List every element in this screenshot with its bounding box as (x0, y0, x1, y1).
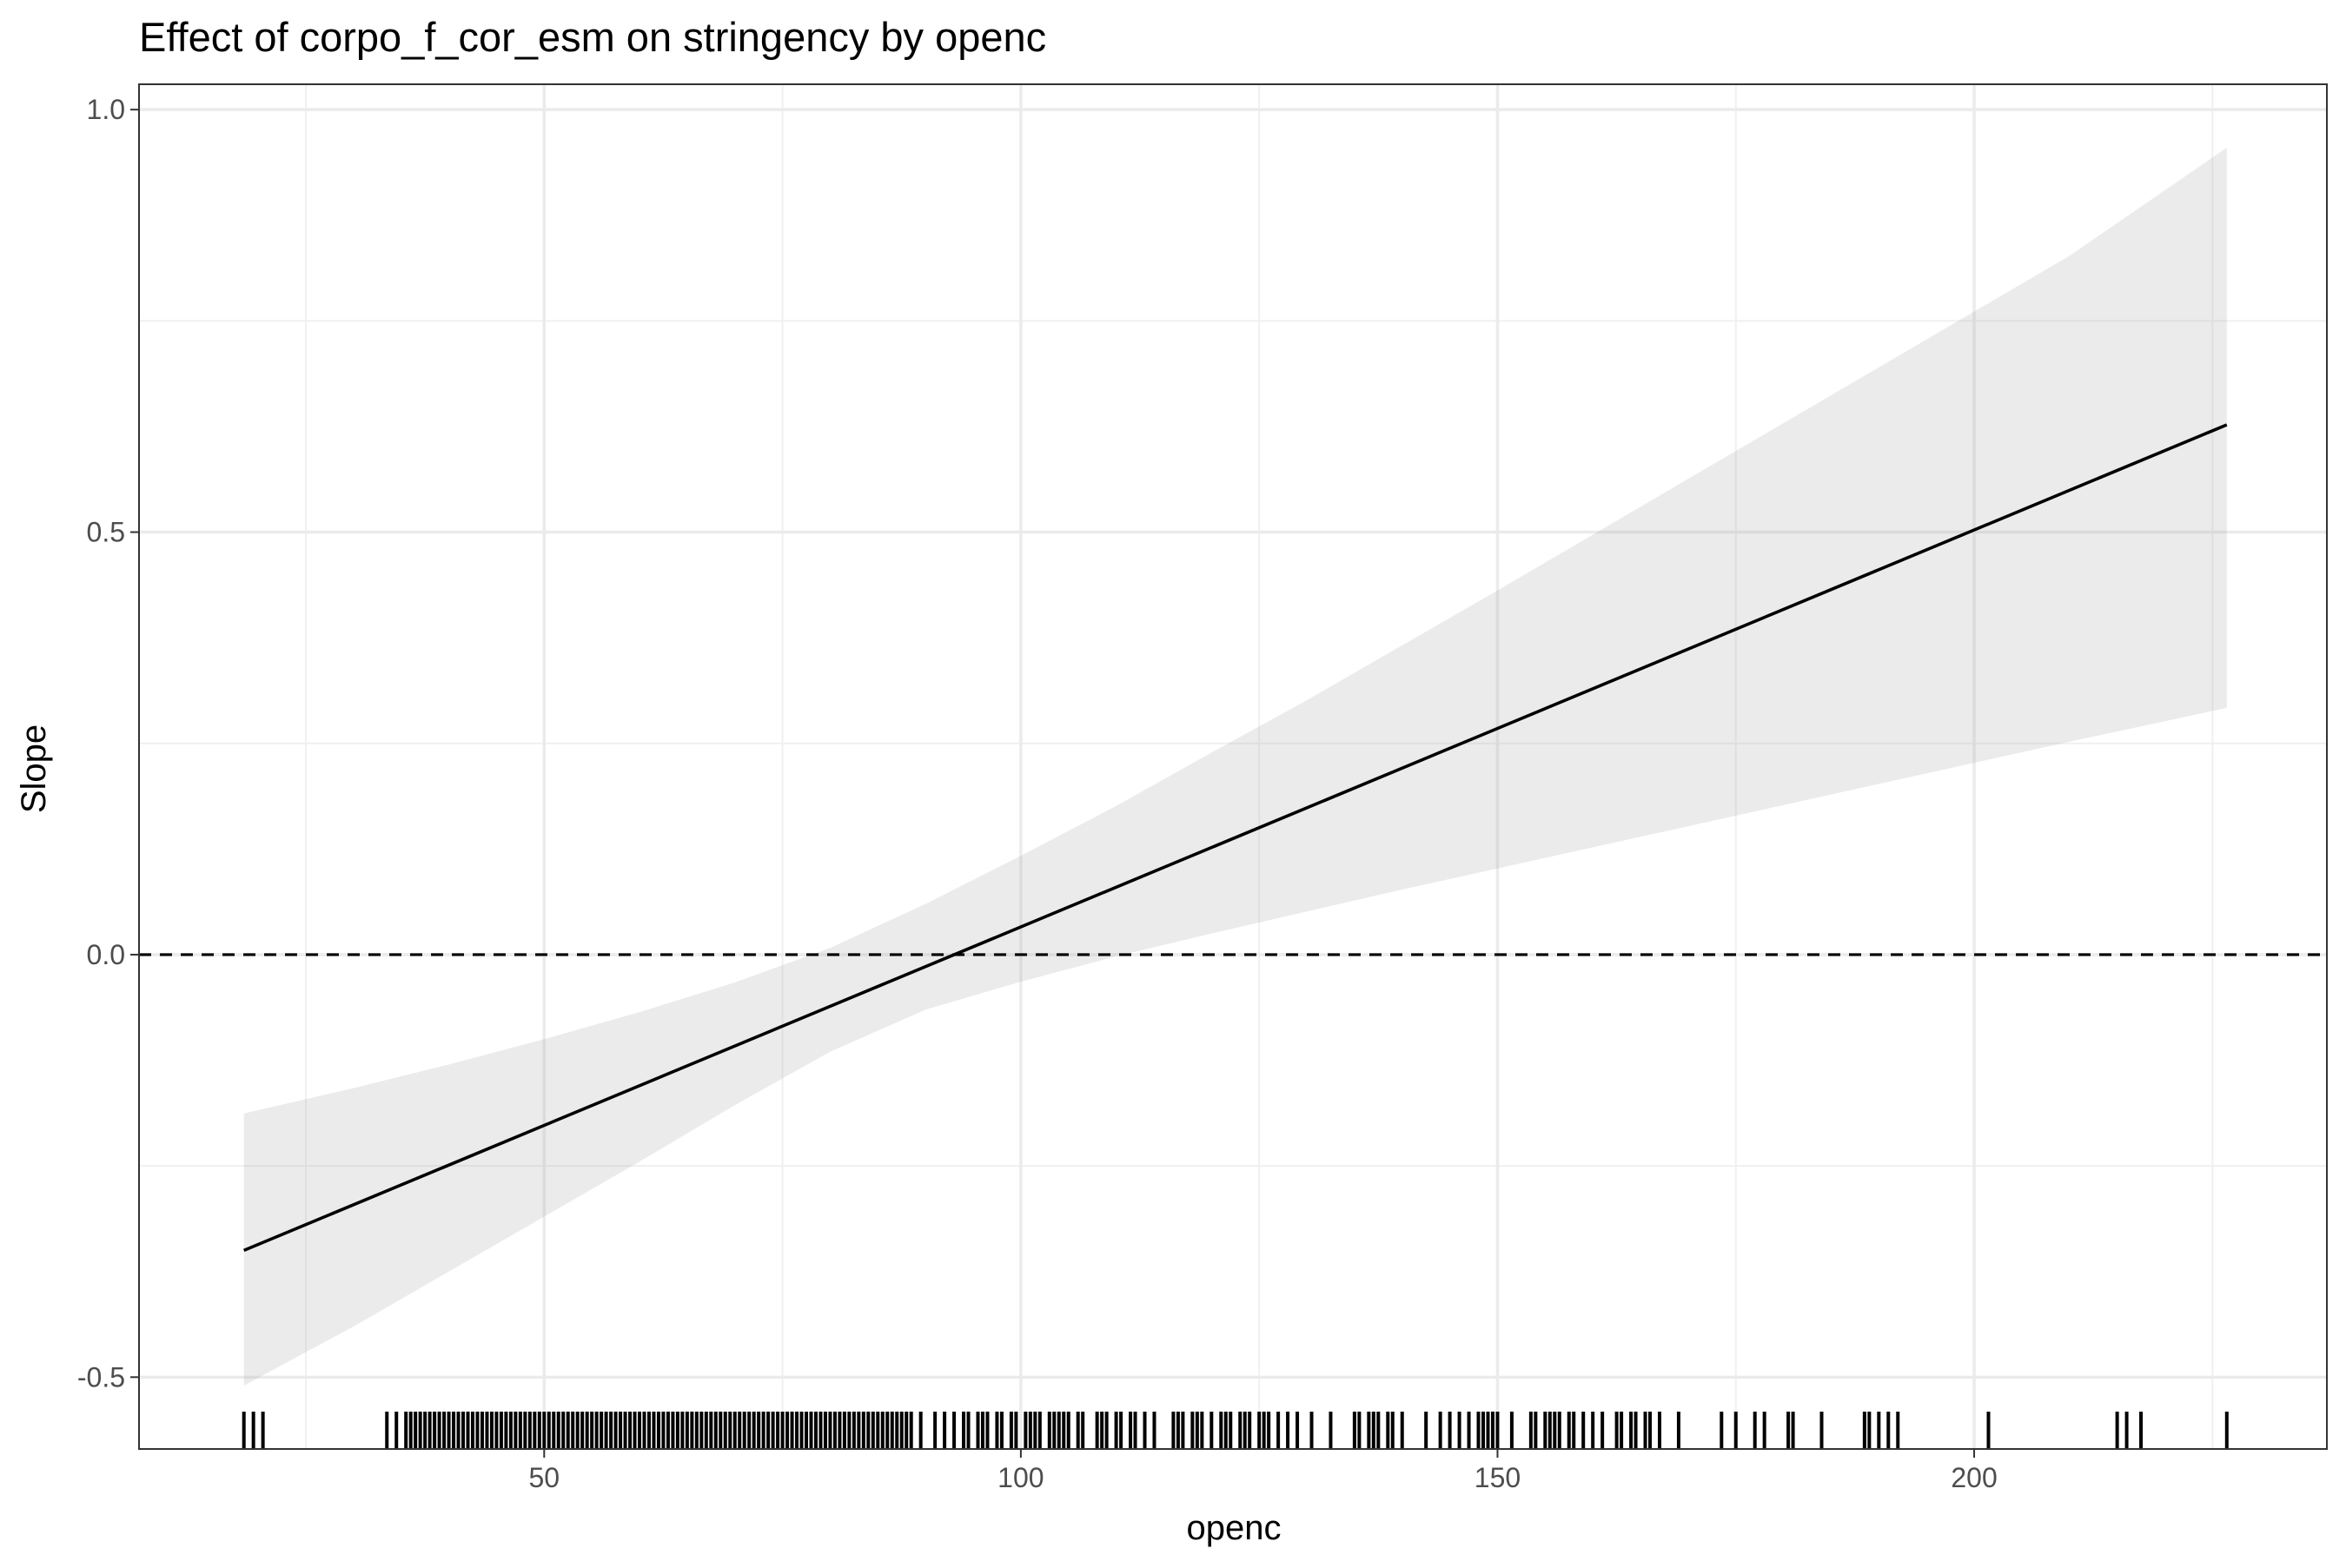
plot-panel-border (138, 83, 2328, 1450)
confidence-band (243, 148, 2227, 1386)
x-tick-label: 150 (1475, 1462, 1521, 1493)
x-axis-ticks: 50 100 150 200 (528, 1449, 1998, 1493)
y-axis-ticks: -0.5 0.0 0.5 1.0 (77, 94, 139, 1393)
x-tick-label: 50 (528, 1462, 560, 1493)
chart-title: Effect of corpo_f_cor_esm on stringency … (139, 14, 1046, 60)
x-tick-label: 200 (1951, 1462, 1997, 1493)
minor-gridlines (139, 84, 2327, 1449)
y-tick-label: 0.5 (87, 517, 125, 548)
slope-line (243, 423, 2228, 1253)
y-tick-label: -0.5 (77, 1361, 125, 1393)
y-axis-title: Slope (15, 724, 53, 813)
confidence-band-layer (243, 148, 2227, 1386)
y-tick-label: 1.0 (87, 94, 125, 125)
rug-layer (242, 1412, 2229, 1449)
slope-line-layer (243, 423, 2228, 1253)
y-tick-label: 0.0 (87, 939, 125, 970)
x-tick-label: 100 (997, 1462, 1044, 1493)
x-axis-title: openc (1187, 1509, 1282, 1547)
